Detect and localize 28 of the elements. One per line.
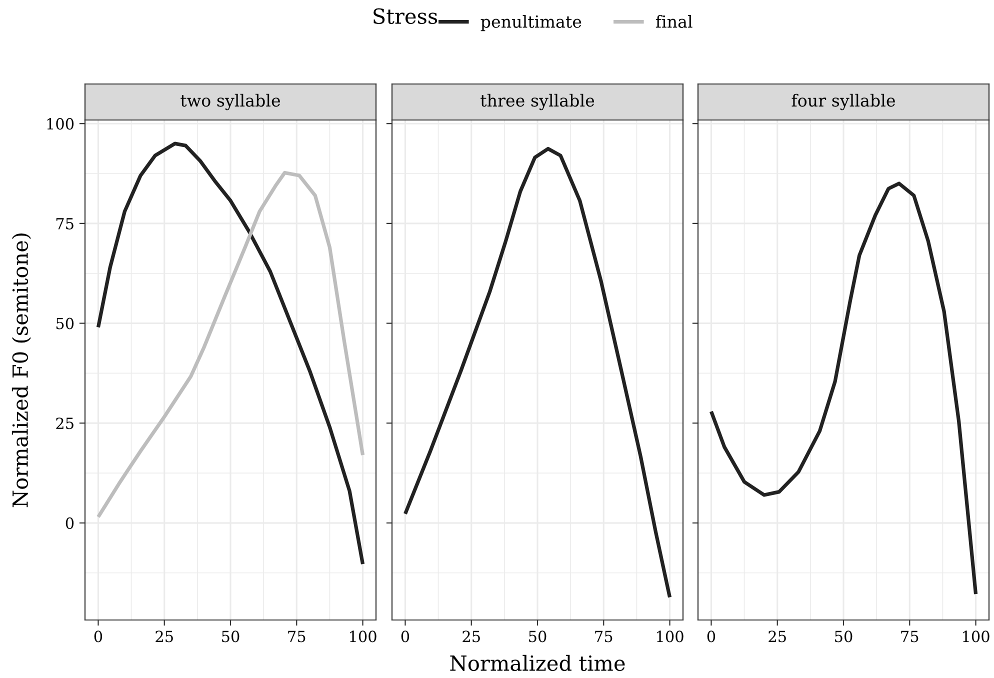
x-tick-label: 25 (462, 630, 480, 642)
legend-label: final (656, 15, 692, 28)
legend-title: Stress (374, 8, 438, 24)
y-tick-label: 25 (56, 418, 74, 430)
y-tick-label: 100 (47, 118, 74, 130)
x-tick-label: 100 (963, 630, 990, 642)
y-tick-label: 0 (66, 517, 74, 529)
x-tick-label: 25 (768, 630, 786, 642)
legend-label: penultimate (480, 15, 582, 32)
x-tick-label: 0 (94, 630, 102, 642)
y-tick-label: 50 (56, 318, 74, 330)
chart-title: three syllable (480, 94, 594, 110)
x-tick-label: 50 (529, 630, 546, 642)
x-tick-label: 50 (835, 630, 852, 642)
chart-title: four syllable (792, 94, 895, 110)
y-tick-label: 75 (56, 218, 74, 230)
x-tick-label: 50 (222, 630, 240, 642)
x-tick-label: 100 (350, 630, 376, 642)
chart-title: two syllable (180, 94, 280, 110)
x-tick-label: 75 (288, 630, 306, 642)
x-tick-label: 75 (595, 630, 612, 642)
x-axis-title: Normalized time (450, 654, 625, 672)
x-tick-label: 0 (401, 630, 410, 642)
x-tick-label: 75 (901, 630, 918, 642)
x-tick-label: 0 (707, 630, 716, 642)
y-axis-title: Normalized F0 (semitone) (12, 234, 31, 508)
x-tick-label: 100 (657, 630, 684, 642)
x-tick-label: 25 (156, 630, 173, 642)
